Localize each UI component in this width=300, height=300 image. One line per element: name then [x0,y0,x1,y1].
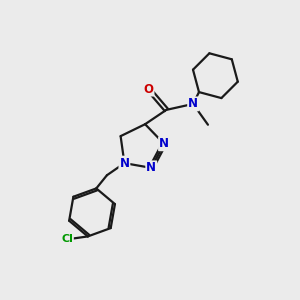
Text: N: N [146,161,156,174]
Text: Cl: Cl [61,234,73,244]
Text: N: N [188,98,198,110]
Text: O: O [143,82,154,96]
Text: N: N [119,157,129,169]
Text: N: N [159,137,169,150]
